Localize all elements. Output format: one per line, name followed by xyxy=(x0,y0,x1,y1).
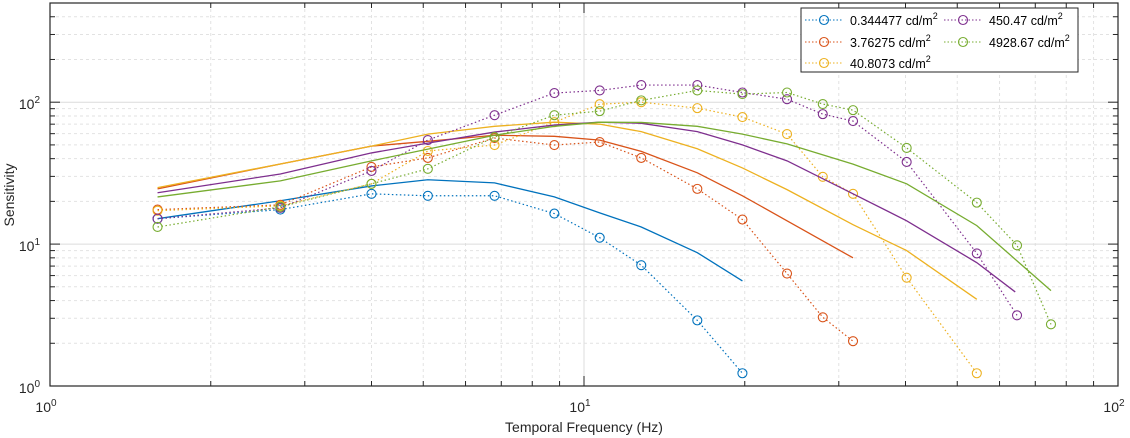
data-point xyxy=(594,99,605,110)
data-point xyxy=(594,85,605,96)
data-point xyxy=(422,134,433,146)
data-point xyxy=(636,152,647,163)
legend-entry-1[interactable]: 3.76275 cd/m2 xyxy=(805,33,931,50)
legend-entry-0[interactable]: 0.344477 cd/m2 xyxy=(805,11,938,28)
data-point xyxy=(275,201,286,212)
y-axis-label: Sensitivity xyxy=(1,163,17,226)
data-point xyxy=(366,165,377,176)
data-point xyxy=(636,95,647,106)
fit-curve xyxy=(157,179,743,282)
legend-box xyxy=(800,7,1079,73)
fit-curve xyxy=(157,121,978,300)
data-point xyxy=(422,145,433,157)
data-point xyxy=(152,221,163,233)
data-point xyxy=(366,188,377,199)
measured-line xyxy=(157,193,743,374)
data-point xyxy=(737,89,748,100)
data-point xyxy=(692,85,703,96)
x-axis-label: Temporal Frequency (Hz) xyxy=(505,419,663,435)
data-point xyxy=(781,129,793,140)
axes xyxy=(49,2,1119,387)
legend-marker xyxy=(818,57,830,69)
legend-marker xyxy=(818,14,830,26)
data-point xyxy=(422,190,433,201)
data-point xyxy=(781,94,793,105)
data-point xyxy=(1045,319,1057,330)
data-point xyxy=(781,87,793,98)
data-point xyxy=(366,178,377,189)
data-point xyxy=(781,268,793,279)
axes-box xyxy=(49,2,1119,387)
data-point xyxy=(817,109,828,120)
x-tick-label: 100 xyxy=(35,398,57,415)
legend-marker xyxy=(818,36,830,48)
data-point xyxy=(971,248,982,259)
data-point xyxy=(549,110,560,121)
data-point xyxy=(901,272,912,283)
series-layer xyxy=(152,80,1057,379)
data-point xyxy=(847,116,859,127)
data-point xyxy=(847,188,859,199)
legend-label: 40.8073 cd/m2 xyxy=(850,54,931,71)
data-point xyxy=(594,136,605,148)
data-point xyxy=(1011,310,1023,321)
data-point xyxy=(901,156,912,168)
data-point xyxy=(594,106,605,117)
data-point xyxy=(422,152,433,163)
data-point xyxy=(636,260,647,271)
data-point xyxy=(636,80,647,91)
data-point xyxy=(549,87,560,99)
legend-label: 3.76275 cd/m2 xyxy=(850,33,931,50)
legend-marker xyxy=(957,36,969,48)
x-tick-label: 101 xyxy=(569,398,591,415)
data-point xyxy=(489,190,500,201)
data-point xyxy=(489,131,500,143)
data-point xyxy=(549,139,560,151)
data-point xyxy=(971,368,982,379)
measured-line xyxy=(157,89,1052,325)
data-point xyxy=(1011,240,1023,251)
legend-marker xyxy=(957,14,969,26)
y-tick-label: 100 xyxy=(19,379,41,396)
data-point xyxy=(737,368,748,379)
data-point xyxy=(594,232,605,243)
data-point xyxy=(549,208,560,219)
data-point xyxy=(847,105,859,116)
data-point xyxy=(817,312,828,323)
legend-entry-4[interactable]: 4928.67 cd/m2 xyxy=(944,33,1070,50)
data-point xyxy=(847,336,859,347)
data-point xyxy=(737,112,748,123)
legend-label: 4928.67 cd/m2 xyxy=(989,33,1070,50)
data-point xyxy=(489,139,500,151)
data-point xyxy=(489,110,500,121)
data-point xyxy=(971,197,982,208)
y-tick-label: 102 xyxy=(19,95,41,112)
data-point xyxy=(901,142,912,153)
x-tick-label: 102 xyxy=(1103,398,1125,415)
data-point xyxy=(692,80,703,91)
series-4 xyxy=(152,85,1057,330)
data-point xyxy=(692,183,703,194)
data-point xyxy=(692,103,703,114)
data-point xyxy=(692,315,703,326)
legend[interactable]: 0.344477 cd/m2 3.76275 cd/m2 40.8073 cd/m2… xyxy=(800,7,1079,73)
data-point xyxy=(152,213,163,224)
legend-label: 450.47 cd/m2 xyxy=(989,11,1063,28)
data-point xyxy=(152,205,163,216)
legend-entry-2[interactable]: 40.8073 cd/m2 xyxy=(805,54,931,71)
fit-curve xyxy=(157,121,1052,292)
y-tick-label: 101 xyxy=(19,237,41,254)
data-point xyxy=(737,214,748,225)
fit-curve xyxy=(157,121,1016,293)
legend-label: 0.344477 cd/m2 xyxy=(850,11,938,28)
tick-labels: 100 101 102 100 101 102 xyxy=(19,95,1125,415)
data-point xyxy=(817,99,828,110)
measured-line xyxy=(157,84,1018,316)
data-point xyxy=(422,163,433,174)
legend-entry-3[interactable]: 450.47 cd/m2 xyxy=(944,11,1063,28)
